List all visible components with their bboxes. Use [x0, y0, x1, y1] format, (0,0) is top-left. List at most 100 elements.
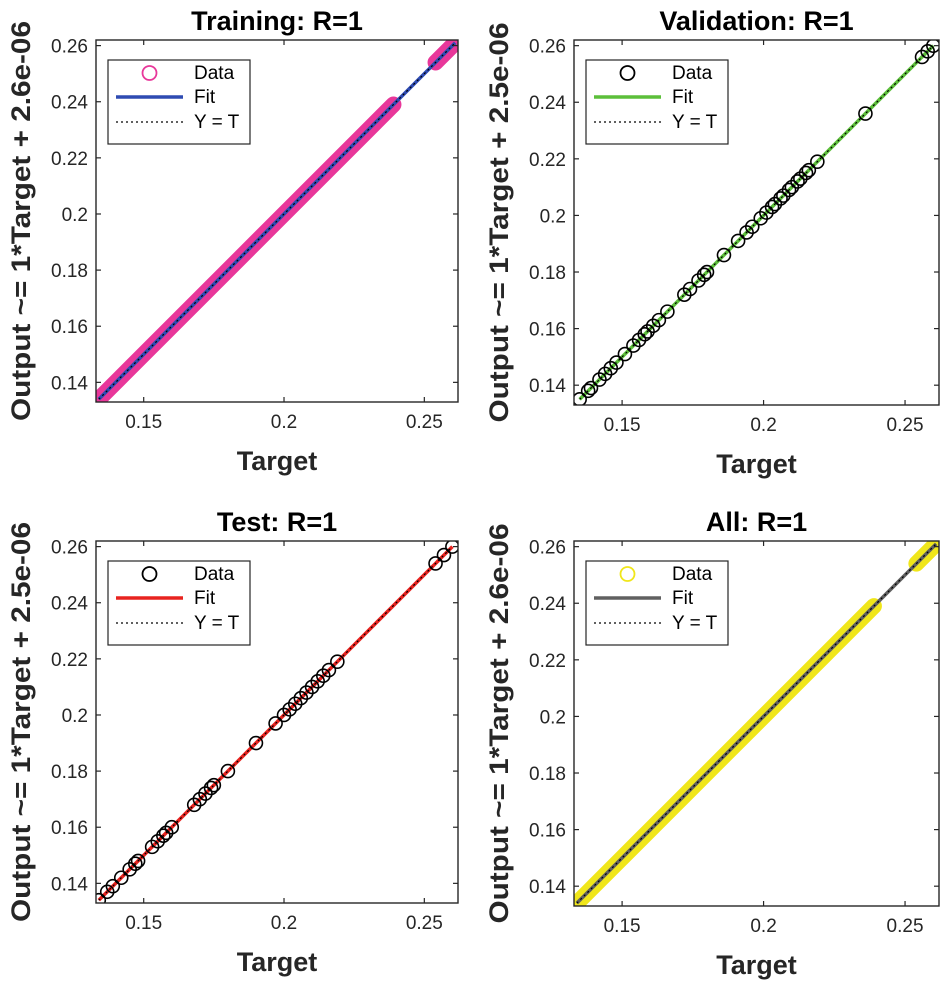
y-tick-label: 0.16	[51, 818, 88, 839]
legend-label: Y = T	[672, 112, 718, 133]
y-tick-label: 0.2	[540, 206, 566, 227]
legend-label: Data	[194, 564, 235, 585]
x-axis-label: Target	[716, 449, 797, 479]
data-point	[299, 685, 314, 700]
data-point	[682, 281, 698, 297]
x-tick-label: 0.25	[406, 412, 443, 433]
data-point	[156, 828, 171, 843]
data-point	[660, 304, 675, 319]
chart-panel: 0.15 0.2 0.25 0.14 0.16 0.18 0.2 0.22 0.24 0.26 Tr…	[6, 6, 459, 476]
x-axis-label: Target	[237, 947, 318, 977]
y-tick-label: 0.22	[51, 149, 88, 170]
data-point	[580, 383, 596, 399]
data-layer	[96, 541, 458, 903]
y-axis-label: Output ~= 1*Target + 2.6e-06	[6, 21, 36, 421]
y-tick-label: 0.16	[51, 317, 88, 338]
data-point	[637, 326, 653, 342]
data-point	[699, 264, 715, 280]
data-point	[144, 839, 160, 855]
data-point	[321, 662, 337, 678]
data-point	[696, 267, 712, 283]
chart-title: Training: R=1	[191, 6, 363, 36]
y-tick-label: 0.26	[51, 37, 88, 58]
data-point	[198, 786, 213, 801]
x-tick-label: 0.15	[604, 916, 641, 937]
axes-box	[95, 39, 459, 403]
y-tick-label: 0.22	[529, 651, 566, 672]
chart-panel: 0.15 0.2 0.25 0.14 0.16 0.18 0.2 0.22 0.24 0.26 Al…	[484, 507, 940, 980]
legend-data-marker	[619, 566, 636, 582]
y-tick-label: 0.22	[51, 650, 88, 671]
data-point	[716, 247, 732, 263]
legend-data-marker	[141, 65, 158, 81]
y-tick-label: 0.2	[540, 707, 566, 728]
data-point	[203, 780, 219, 796]
legend-label: Fit	[672, 588, 694, 609]
legend-box	[585, 560, 729, 646]
x-tick-label: 0.2	[271, 412, 297, 433]
data-point	[781, 182, 797, 198]
y-tick-label: 0.24	[51, 594, 88, 615]
y-tick-label: 0.26	[529, 37, 566, 58]
legend-label: Y = T	[194, 112, 240, 133]
data-point	[248, 735, 264, 751]
chart-title: Validation: R=1	[659, 6, 853, 36]
x-tick-label: 0.15	[125, 913, 162, 934]
data-layer	[574, 40, 939, 405]
data-point	[926, 40, 939, 53]
x-tick-label: 0.2	[750, 916, 776, 937]
legend-label: Fit	[672, 87, 694, 108]
data-point	[99, 884, 115, 900]
data-point	[293, 690, 309, 706]
x-tick-label: 0.25	[887, 415, 924, 436]
legend-label: Y = T	[194, 613, 240, 634]
fit-line	[575, 542, 938, 905]
legend: Data Fit Y = T	[107, 560, 251, 646]
data-point	[164, 819, 180, 835]
data-point	[268, 716, 283, 731]
reference-line	[98, 546, 453, 901]
x-tick-label: 0.25	[887, 916, 924, 937]
axes-box	[573, 39, 940, 406]
data-point	[436, 547, 452, 563]
y-tick-label: 0.2	[62, 706, 88, 727]
data-point	[790, 174, 805, 189]
legend-label: Data	[672, 564, 713, 585]
data-point	[127, 856, 143, 872]
y-tick-label: 0.18	[529, 764, 566, 785]
data-point	[445, 541, 458, 554]
x-axis-label: Target	[716, 950, 797, 980]
y-tick-label: 0.14	[51, 373, 88, 394]
data-point	[730, 233, 746, 249]
data-point	[810, 154, 825, 169]
y-tick-label: 0.18	[529, 263, 566, 284]
data-layer	[574, 541, 939, 906]
y-tick-label: 0.24	[529, 93, 566, 114]
data-point	[130, 853, 146, 869]
legend-box	[585, 59, 729, 145]
data-point	[858, 106, 873, 121]
data-point	[773, 191, 788, 206]
legend-label: Fit	[194, 87, 216, 108]
data-point	[801, 162, 817, 178]
legend-box	[107, 59, 251, 145]
data-point	[583, 380, 599, 396]
y-tick-label: 0.22	[529, 150, 566, 171]
chart-title: All: R=1	[706, 507, 807, 537]
data-point	[617, 346, 633, 362]
data-point	[316, 668, 331, 683]
data-point	[206, 777, 222, 793]
data-point	[304, 679, 320, 695]
y-tick-label: 0.26	[51, 538, 88, 559]
legend-label: Data	[672, 63, 713, 84]
data-point	[105, 878, 121, 894]
data-point	[186, 797, 202, 813]
y-tick-label: 0.16	[529, 821, 566, 842]
data-point	[158, 825, 174, 841]
y-tick-label: 0.14	[51, 874, 88, 895]
legend-box	[107, 560, 251, 646]
y-tick-label: 0.14	[529, 877, 566, 898]
y-tick-label: 0.16	[529, 320, 566, 341]
chart-panel: 0.15 0.2 0.25 0.14 0.16 0.18 0.2 0.22 0.24 0.26 Va…	[484, 6, 940, 479]
data-point	[150, 833, 166, 849]
